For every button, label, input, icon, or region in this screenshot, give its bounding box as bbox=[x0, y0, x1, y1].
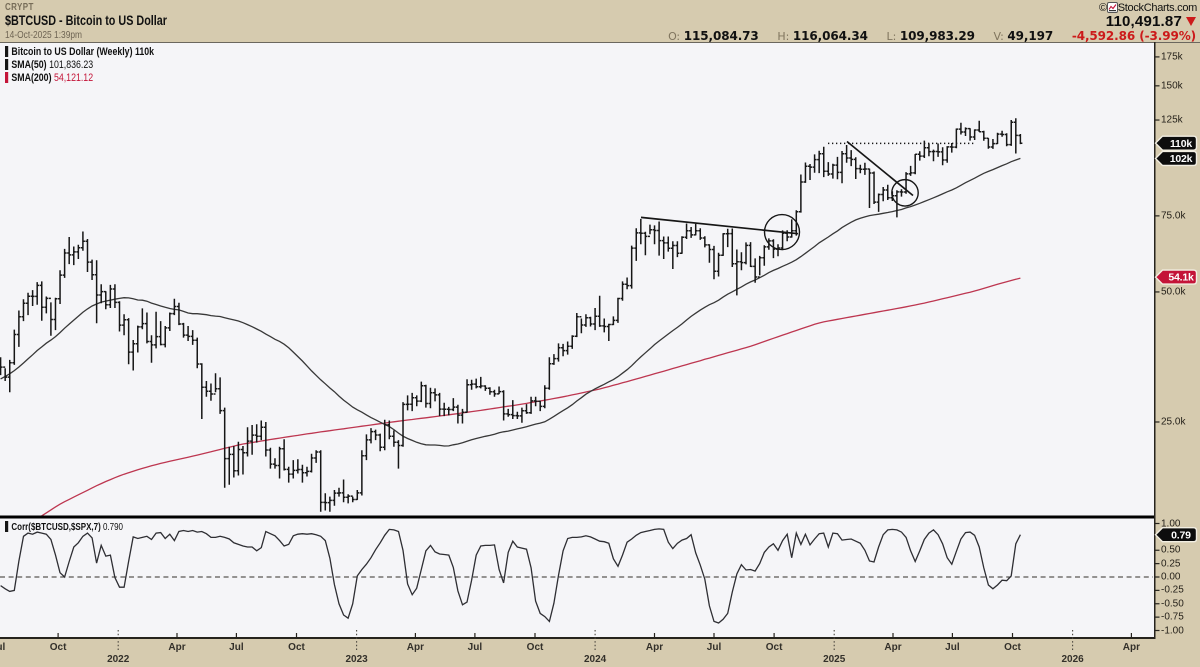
change-value: -4,592.86 (-3.99%) bbox=[1071, 29, 1196, 43]
x-month-label: Apr bbox=[884, 642, 902, 653]
x-month-label: Jul bbox=[0, 642, 6, 653]
x-month-label: Jul bbox=[945, 642, 960, 653]
legend-sma200: SMA(200) 54,121.12 bbox=[5, 72, 93, 84]
corr-tick-label: 1.00 bbox=[1161, 518, 1181, 529]
annotation-trendline bbox=[640, 216, 799, 235]
x-year-label: 2025 bbox=[823, 654, 846, 665]
annotation-circle bbox=[891, 178, 919, 207]
x-year-label: 2022 bbox=[107, 654, 130, 665]
x-month-label: Oct bbox=[288, 642, 305, 653]
x-month-label: Jul bbox=[706, 642, 722, 653]
y-tick-label: 125k bbox=[1161, 114, 1183, 126]
corr-tick-label: 0.50 bbox=[1161, 544, 1181, 556]
x-month-label: Oct bbox=[765, 642, 783, 653]
price-badge bbox=[1154, 135, 1198, 151]
price-badge-label: 0.79 bbox=[1171, 529, 1191, 541]
volume-value: 49,197 bbox=[1007, 29, 1054, 43]
x-month-label: Oct bbox=[1004, 642, 1021, 653]
price-badge bbox=[1154, 269, 1198, 285]
quote-row: O: 115,084.73 H: 116,064.34 L: 109,983.2… bbox=[653, 29, 1196, 43]
legend-main-label: Bitcoin to US Dollar (Weekly) bbox=[11, 46, 133, 58]
high-value: 116,064.34 bbox=[792, 29, 868, 43]
price-badge-label: 54.1k bbox=[1168, 272, 1194, 284]
x-month-label: Apr bbox=[168, 642, 186, 653]
stockcharts-logo-icon bbox=[1106, 2, 1118, 15]
price-badge bbox=[1154, 150, 1198, 167]
corr-tick-label: -0.75 bbox=[1161, 611, 1184, 623]
legend-main-swatch bbox=[5, 46, 9, 57]
y-tick-label: 150k bbox=[1161, 80, 1183, 92]
y-tick-label: 25.0k bbox=[1161, 416, 1186, 428]
x-month-label: Apr bbox=[406, 642, 425, 653]
annotation-trendline bbox=[846, 140, 914, 197]
legend-sma200-label: SMA(200) bbox=[11, 72, 52, 84]
legend-main: Bitcoin to US Dollar (Weekly) 110k bbox=[5, 46, 154, 58]
price-badge-label: 110k bbox=[1170, 138, 1192, 150]
last-price: 110,491.87 bbox=[1105, 13, 1182, 30]
corr-line bbox=[0, 528, 1021, 624]
legend-sma50: SMA(50) 101,836.23 bbox=[5, 59, 93, 71]
exchange-tag: CRYPT bbox=[5, 2, 34, 13]
x-month-label: Apr bbox=[1122, 642, 1141, 653]
corr-tick-label: -0.50 bbox=[1161, 598, 1184, 610]
legend-corr: Corr($BTCUSD,$SPX,7) 0.790 bbox=[5, 521, 123, 533]
high-label: H: bbox=[777, 30, 790, 43]
x-month-label: Apr bbox=[645, 642, 664, 653]
x-month-label: Oct bbox=[49, 642, 67, 653]
corr-panel bbox=[0, 528, 1153, 624]
sma50-line bbox=[0, 157, 1021, 447]
corr-tick-label: 0.00 bbox=[1161, 571, 1181, 583]
low-value: 109,983.29 bbox=[899, 29, 975, 43]
x-year-label: 2026 bbox=[1061, 654, 1084, 665]
legend-sma50-swatch bbox=[5, 59, 9, 70]
legend-sma200-value: 54,121.12 bbox=[53, 72, 94, 84]
legend-corr-label: Corr($BTCUSD,$SPX,7) bbox=[11, 522, 101, 533]
legend-sma50-label: SMA(50) bbox=[11, 59, 47, 71]
legend-sma200-swatch bbox=[5, 72, 9, 83]
last-price-wrap: 110,491.87 bbox=[1106, 13, 1196, 30]
legend-sma50-value: 101,836.23 bbox=[49, 59, 94, 71]
x-month-label: Jul bbox=[229, 642, 244, 653]
price-badge-label: 102k bbox=[1170, 153, 1193, 165]
page-title: $BTCUSD - Bitcoin to US Dollar bbox=[5, 13, 168, 28]
legend-corr-value: 0.790 bbox=[102, 522, 124, 533]
y-tick-label: 50.0k bbox=[1161, 286, 1186, 298]
corr-tick-label: -1.00 bbox=[1161, 625, 1184, 636]
bottom-axis-border bbox=[0, 637, 1155, 639]
corr-tick-label: 0.25 bbox=[1161, 558, 1181, 570]
price-down-icon bbox=[1186, 17, 1196, 26]
brand-link[interactable]: StockCharts.com bbox=[1117, 2, 1198, 15]
open-label: O: bbox=[668, 30, 681, 43]
low-label: L: bbox=[886, 30, 897, 43]
x-month-label: Jul bbox=[467, 642, 483, 653]
x-month-label: Oct bbox=[526, 642, 544, 653]
sma200-line bbox=[41, 277, 1021, 516]
x-year-label: 2024 bbox=[583, 654, 607, 665]
timestamp: 14-Oct-2025 1:39pm bbox=[5, 29, 83, 41]
y-tick-label: 175k bbox=[1161, 51, 1183, 63]
legend-corr-swatch bbox=[5, 521, 9, 532]
x-year-label: 2023 bbox=[345, 654, 368, 665]
open-value: 115,084.73 bbox=[683, 29, 759, 43]
price-badge bbox=[1154, 527, 1198, 543]
volume-label: V: bbox=[993, 30, 1004, 43]
main-panel bbox=[0, 118, 1023, 516]
corr-tick-label: -0.25 bbox=[1161, 584, 1184, 596]
y-tick-label: 75.0k bbox=[1161, 210, 1186, 222]
panel-separator bbox=[0, 515, 1155, 519]
legend-main-value: 110k bbox=[134, 46, 155, 58]
copyright-symbol: © bbox=[1098, 2, 1107, 15]
annotation-circle bbox=[763, 213, 801, 251]
copyright: © StockCharts.com bbox=[1099, 2, 1197, 15]
